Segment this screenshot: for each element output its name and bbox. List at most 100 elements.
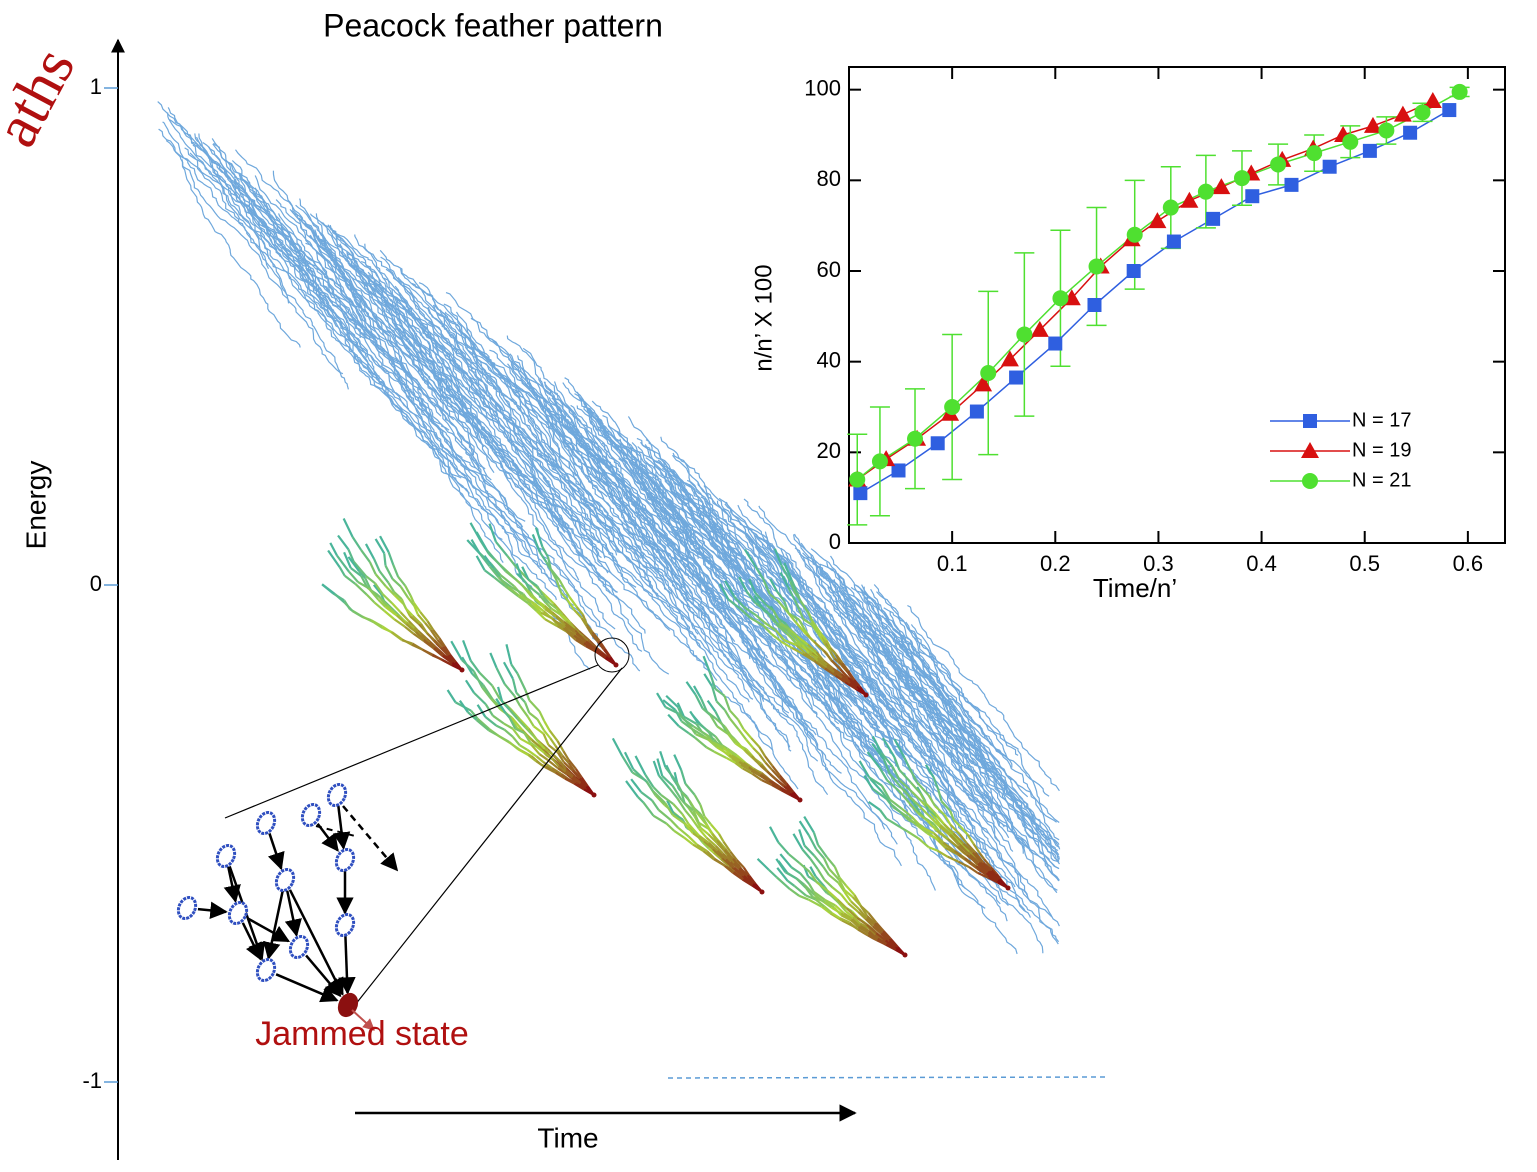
feather-strand bbox=[917, 812, 929, 822]
feather-strand bbox=[344, 574, 356, 585]
feather-strand bbox=[595, 648, 607, 659]
feather-strand bbox=[347, 556, 360, 572]
energy-path bbox=[471, 346, 774, 751]
energy-path bbox=[165, 140, 290, 304]
feather-strand bbox=[828, 890, 839, 901]
marker bbox=[1322, 159, 1337, 174]
feather-strand bbox=[816, 881, 830, 893]
feather-strand bbox=[835, 674, 847, 683]
feather-strand bbox=[706, 850, 716, 860]
feather-strand bbox=[703, 840, 714, 851]
feather-strand bbox=[351, 536, 363, 551]
feather-strand bbox=[698, 827, 708, 839]
feather-strand bbox=[543, 720, 551, 731]
energy-path bbox=[421, 326, 570, 527]
feather-strand bbox=[714, 735, 724, 747]
feather-strand bbox=[707, 738, 718, 749]
feather-strand bbox=[732, 858, 741, 869]
feather-strand bbox=[780, 564, 792, 583]
graph-edge bbox=[338, 935, 356, 995]
feather-strand bbox=[634, 755, 647, 776]
feather-strand bbox=[412, 601, 421, 613]
feather-strand bbox=[777, 600, 790, 615]
feather-strand bbox=[908, 767, 918, 783]
feather-strand bbox=[701, 841, 710, 850]
feather-strand bbox=[495, 698, 507, 714]
feather-strand bbox=[739, 867, 749, 877]
feather-strand bbox=[423, 639, 435, 649]
feather-strand bbox=[786, 632, 796, 643]
feather-strand bbox=[728, 754, 740, 763]
energy-path bbox=[195, 136, 504, 563]
feather-strand bbox=[871, 787, 888, 800]
marker bbox=[1414, 104, 1431, 121]
feather-strand bbox=[788, 853, 801, 864]
feather-strand bbox=[809, 866, 817, 877]
feather-strand bbox=[552, 758, 560, 767]
feather-strand bbox=[433, 647, 444, 657]
feather-strand bbox=[798, 820, 810, 836]
graph-edge bbox=[315, 825, 356, 837]
feather-strand bbox=[763, 621, 777, 632]
zoom-line bbox=[354, 667, 623, 1006]
feather-strand bbox=[752, 746, 761, 756]
feather-strand bbox=[751, 755, 762, 767]
feather-strand bbox=[652, 760, 660, 777]
energy-path bbox=[883, 607, 1057, 823]
feather-strand bbox=[823, 905, 833, 914]
feather-strand bbox=[321, 583, 336, 595]
feather-strand bbox=[742, 866, 751, 877]
energy-path bbox=[812, 563, 963, 757]
feather-strand bbox=[868, 776, 883, 787]
feather-strand bbox=[681, 813, 690, 825]
feather-strand bbox=[483, 569, 496, 579]
feather-strand bbox=[949, 810, 955, 821]
feather-strand bbox=[901, 807, 913, 818]
feather-strand bbox=[705, 836, 717, 847]
feather-strand bbox=[826, 664, 835, 673]
feather-strand bbox=[949, 824, 961, 836]
feather-strand bbox=[536, 746, 546, 754]
feather-strand bbox=[446, 689, 457, 703]
feather-strand bbox=[783, 638, 797, 647]
feather-strand bbox=[974, 851, 985, 864]
feather-strand bbox=[703, 673, 714, 688]
feather-strand bbox=[673, 754, 683, 771]
energy-path bbox=[819, 570, 1060, 849]
feather-strand bbox=[503, 728, 514, 738]
feather-strand bbox=[464, 679, 475, 694]
feather-strand bbox=[703, 815, 712, 825]
feather-strand bbox=[739, 763, 752, 772]
feather-strand bbox=[823, 901, 833, 909]
feather-strand bbox=[801, 644, 810, 654]
feather-strand bbox=[743, 606, 757, 617]
energy-path bbox=[813, 558, 1059, 863]
chart-title: Peacock feather pattern bbox=[323, 7, 663, 43]
feather-strand bbox=[829, 647, 838, 656]
feather-strand bbox=[779, 787, 791, 795]
feather-strand bbox=[900, 811, 910, 822]
feather-strand bbox=[977, 871, 989, 879]
feather-strand bbox=[390, 631, 403, 642]
feather-strand bbox=[841, 676, 851, 685]
feather-strand bbox=[645, 781, 654, 792]
feather-strand bbox=[504, 712, 511, 719]
feather-strand bbox=[746, 874, 756, 885]
feather-strand bbox=[958, 860, 970, 869]
feather-strand bbox=[329, 542, 338, 557]
feather-strand bbox=[383, 553, 387, 566]
feather-strand bbox=[795, 644, 806, 654]
feather-strand bbox=[362, 616, 372, 622]
feather-strand bbox=[495, 541, 509, 557]
feather-strand bbox=[738, 760, 750, 769]
feather-strand bbox=[815, 898, 826, 908]
feather-strand bbox=[378, 570, 390, 584]
feather-strand bbox=[677, 712, 690, 725]
feather-strand bbox=[722, 840, 732, 853]
energy-path bbox=[665, 465, 881, 729]
feather-strand bbox=[879, 809, 888, 820]
feather-strand bbox=[881, 791, 893, 805]
feather-strand bbox=[728, 717, 740, 730]
feather-strand bbox=[769, 614, 780, 627]
feather-strand bbox=[828, 874, 840, 884]
